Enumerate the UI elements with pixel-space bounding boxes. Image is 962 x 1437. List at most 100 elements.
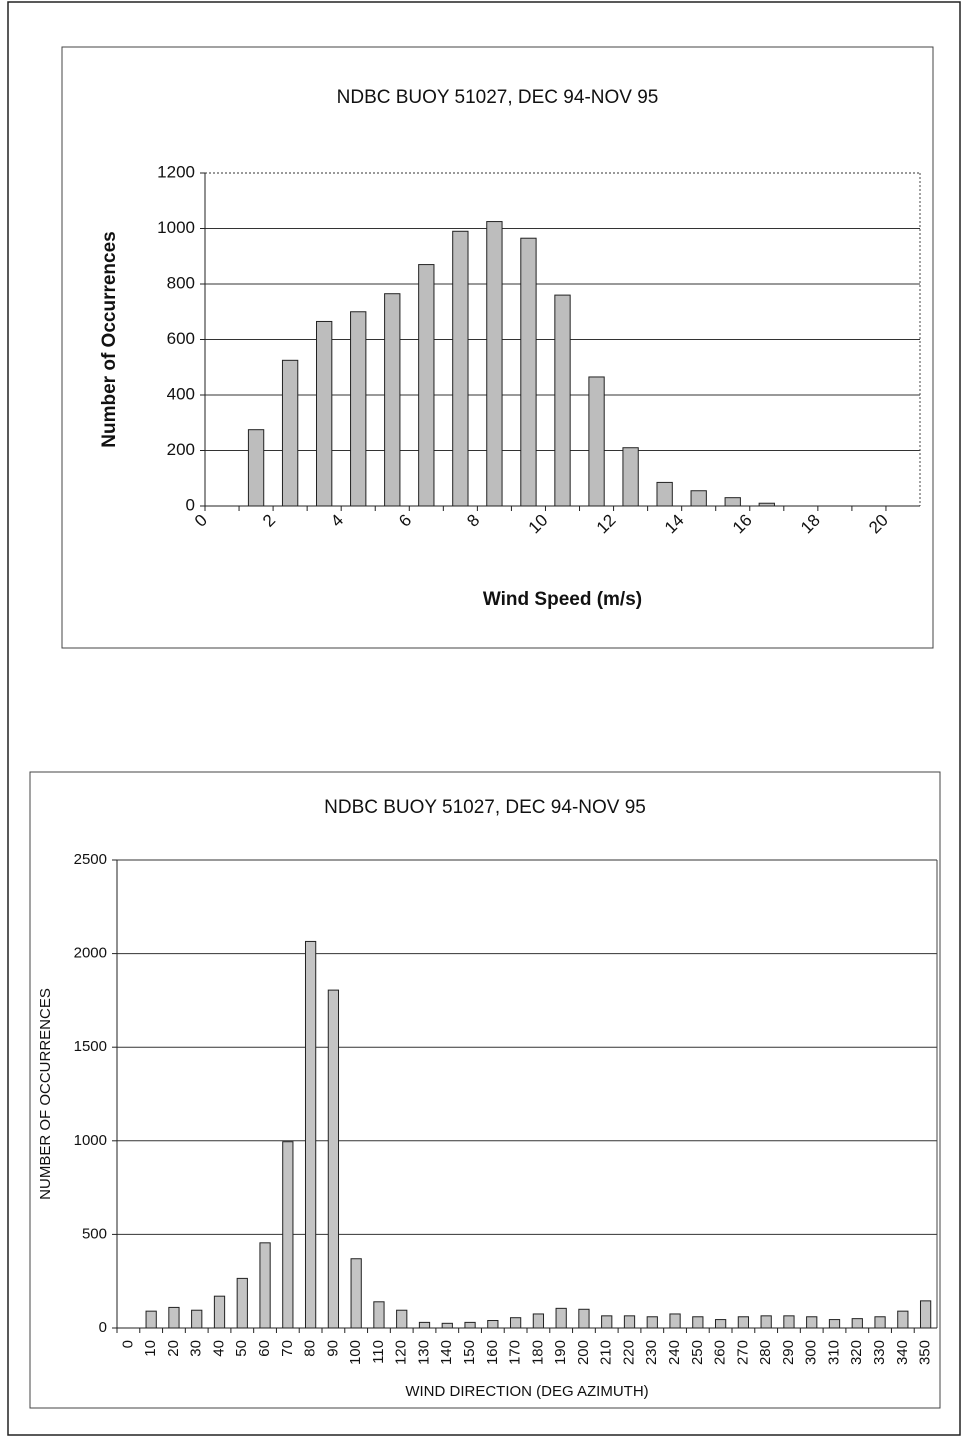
x-tick-label: 250 [689, 1340, 706, 1365]
bar [247, 429, 265, 507]
x-tick-label: 310 [825, 1340, 842, 1365]
x-tick-label: 150 [461, 1340, 478, 1365]
bar [737, 1316, 750, 1329]
x-tick-label: 14 [661, 511, 688, 538]
bar [714, 1319, 727, 1329]
x-tick-label: 20 [165, 1340, 182, 1357]
bar [851, 1318, 863, 1329]
bar [327, 989, 340, 1329]
x-tick-label: 60 [256, 1340, 273, 1357]
bar [828, 1319, 841, 1329]
bar [259, 1242, 271, 1329]
bar [487, 1320, 499, 1329]
bar [191, 1309, 203, 1329]
bar [758, 502, 775, 507]
x-tick-label: 10 [525, 511, 552, 538]
bar [897, 1310, 909, 1329]
chart-title: NDBC BUOY 51027, DEC 94-NOV 95 [324, 797, 646, 818]
x-tick-label: 2 [259, 511, 279, 531]
bar [509, 1317, 522, 1329]
bar [373, 1301, 385, 1329]
bar [532, 1313, 545, 1329]
x-tick-label: 300 [803, 1340, 820, 1365]
x-tick-label: 100 [347, 1340, 364, 1365]
y-tick-label: 400 [167, 384, 195, 403]
y-tick-label: 200 [167, 440, 195, 459]
x-tick-label: 260 [712, 1340, 729, 1365]
bar [350, 1258, 362, 1329]
x-tick-label: 10 [142, 1340, 159, 1357]
x-tick-label: 270 [734, 1340, 751, 1365]
bar [168, 1306, 180, 1329]
bar [874, 1316, 886, 1329]
bar [656, 481, 673, 507]
y-tick-label: 1500 [74, 1038, 107, 1055]
bar [396, 1309, 408, 1329]
x-tick-label: 230 [643, 1340, 660, 1365]
x-tick-label: 220 [620, 1340, 637, 1365]
y-tick-label: 500 [82, 1225, 107, 1242]
x-tick-label: 140 [438, 1340, 455, 1365]
bar [486, 221, 503, 507]
x-tick-label: 0 [191, 511, 211, 531]
bar [588, 376, 605, 507]
bar [578, 1308, 590, 1329]
chart-title: NDBC BUOY 51027, DEC 94-NOV 95 [337, 87, 659, 108]
bar [452, 230, 469, 507]
x-tick-label: 110 [370, 1340, 387, 1364]
x-tick-label: 30 [188, 1340, 205, 1357]
y-axis-label: NUMBER OF OCCURRENCES [37, 988, 54, 1200]
x-tick-label: 330 [871, 1340, 888, 1365]
y-tick-label: 0 [99, 1319, 107, 1336]
y-tick-label: 0 [186, 495, 195, 514]
bar [384, 293, 401, 507]
y-tick-label: 1200 [157, 162, 195, 181]
bar [690, 490, 707, 507]
y-axis-label: Number of Occurrences [99, 231, 120, 447]
x-tick-label: 50 [233, 1340, 250, 1357]
bar [919, 1300, 932, 1329]
x-tick-label: 90 [324, 1340, 341, 1357]
x-tick-label: 20 [865, 511, 892, 538]
x-tick-label: 130 [415, 1340, 432, 1365]
x-tick-label: 18 [797, 511, 824, 538]
bar [783, 1315, 795, 1329]
x-tick-label: 350 [917, 1340, 934, 1365]
y-tick-label: 1000 [157, 218, 195, 237]
bar [304, 940, 317, 1329]
bar [806, 1316, 818, 1329]
bar [646, 1316, 658, 1329]
bar [601, 1315, 613, 1329]
bar [555, 1307, 567, 1329]
bar [281, 359, 299, 507]
x-tick-label: 16 [729, 511, 756, 538]
y-tick-label: 2500 [74, 851, 107, 868]
x-tick-label: 80 [302, 1340, 319, 1357]
x-tick-label: 240 [666, 1340, 683, 1365]
bar [213, 1295, 226, 1329]
bar [623, 1315, 636, 1329]
bar [145, 1310, 157, 1329]
bar [520, 237, 537, 507]
x-tick-label: 290 [780, 1340, 797, 1365]
x-tick-label: 170 [507, 1340, 524, 1365]
x-tick-label: 200 [575, 1340, 592, 1365]
bar [692, 1316, 704, 1329]
bar [724, 497, 741, 507]
x-tick-label: 4 [327, 511, 347, 531]
x-tick-label: 190 [552, 1340, 569, 1365]
bar [282, 1141, 294, 1329]
x-tick-label: 280 [757, 1340, 774, 1365]
x-axis-label: WIND DIRECTION (DEG AZIMUTH) [405, 1383, 648, 1400]
bar [418, 1321, 431, 1329]
x-tick-label: 180 [529, 1340, 546, 1365]
bar [554, 294, 571, 507]
bar [441, 1322, 453, 1329]
chart-frame [29, 771, 941, 1409]
x-tick-label: 40 [210, 1340, 227, 1357]
bar [236, 1277, 248, 1329]
x-tick-label: 70 [279, 1340, 296, 1357]
bar [316, 320, 333, 507]
bar [669, 1313, 681, 1329]
